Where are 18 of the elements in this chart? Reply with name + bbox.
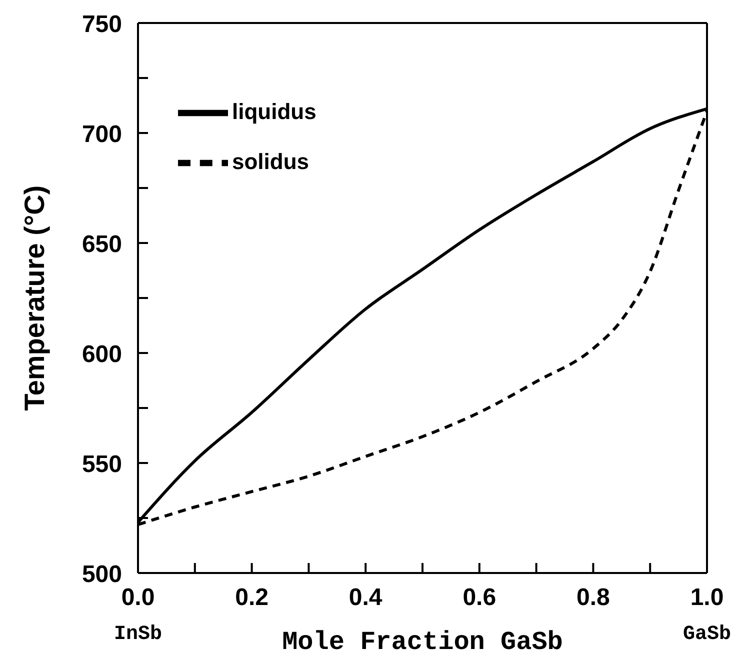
text: InSb: [114, 623, 162, 646]
x-axis-title: Mole Fraction GaSb: [282, 627, 563, 657]
x-tick-label: 1.0: [690, 584, 724, 611]
x-tick-label: 0.4: [348, 584, 383, 611]
y-axis-title: Temperature (°C): [18, 185, 50, 411]
x-tick-label: 0.6: [462, 584, 496, 611]
y-tick-label: 500: [82, 561, 122, 588]
x-tick-label: 0.8: [576, 584, 610, 611]
y-tick-label: 650: [82, 231, 122, 258]
y-tick-label: 600: [82, 341, 122, 368]
x-tick-label: 0.0: [121, 584, 155, 611]
y-tick-label: 700: [82, 121, 122, 148]
legend-label: liquidus: [232, 98, 316, 124]
y-tick-label: 550: [82, 451, 122, 478]
y-tick-label: 750: [82, 11, 122, 38]
text: GaSb: [682, 623, 732, 646]
x-tick-label: 0.2: [235, 584, 268, 611]
legend-label: solidus: [232, 148, 310, 174]
